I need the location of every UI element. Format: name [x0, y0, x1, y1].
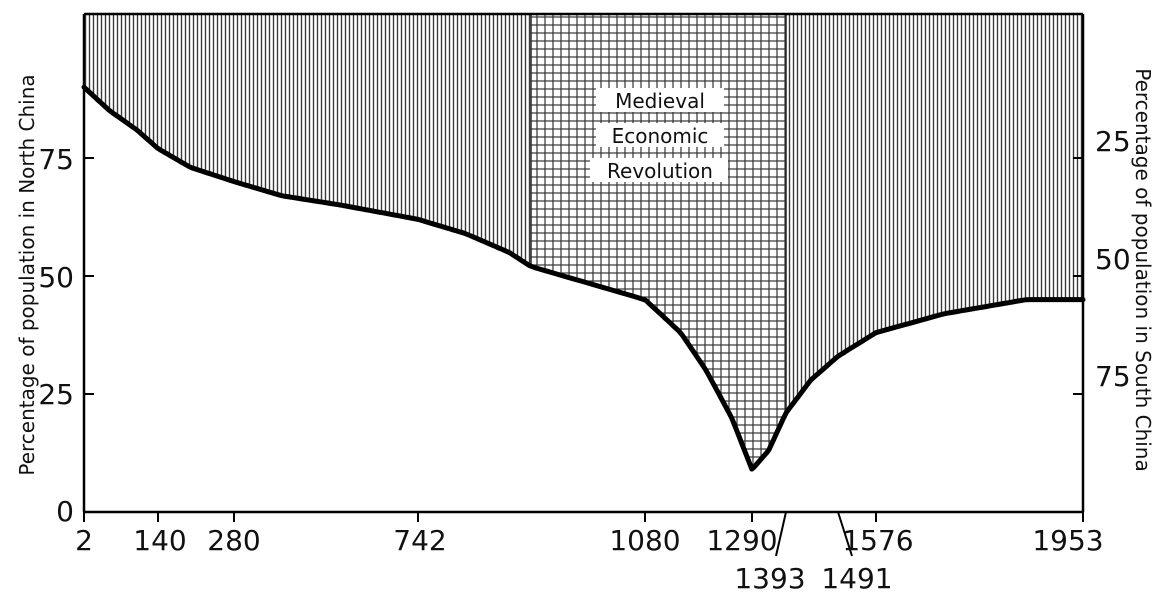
y-left-tick-label-0: 0	[56, 495, 74, 528]
x-tick-label-742: 742	[393, 524, 446, 557]
y-right-tick-label-25: 25	[1095, 125, 1131, 158]
x-tick-label-1953: 1953	[1032, 524, 1103, 557]
shaded-region-2	[531, 14, 786, 468]
y-left-tick-label-25: 25	[38, 378, 74, 411]
x-tick-label-1491: 1491	[821, 562, 892, 595]
x-tick-label-1576: 1576	[842, 524, 913, 557]
medieval-annotation: Medieval Economic Revolution	[590, 88, 728, 183]
annotation-backdrop-2	[596, 123, 724, 147]
ticks	[83, 157, 1084, 557]
annotation-line-2: Economic	[612, 124, 709, 148]
y-left-axis-title: Percentage of population in North China	[15, 74, 39, 475]
x-tick-leader-1393	[775, 511, 787, 557]
y-right-tick-labels: 25 50 75	[1095, 125, 1131, 393]
annotation-line-1: Medieval	[615, 89, 705, 113]
population-curve	[81, 84, 1086, 472]
axes	[82, 12, 1085, 514]
population-curve-layer	[81, 84, 1086, 472]
x-tick-label-2: 2	[75, 524, 93, 557]
shaded-regions	[84, 14, 1083, 468]
y-left-tick-label-75: 75	[38, 143, 74, 176]
y-left-tick-labels: 0 25 50 75	[38, 143, 74, 528]
y-left-tick-label-50: 50	[38, 261, 74, 294]
shaded-region-3	[786, 14, 1083, 413]
annotation-line-3: Revolution	[607, 159, 713, 183]
x-tick-label-1393: 1393	[734, 562, 805, 595]
x-tick-label-1290: 1290	[706, 524, 777, 557]
x-tick-labels: 2 140 280 742 1080 1290 1393 1491 1576 1…	[75, 524, 1104, 595]
x-tick-label-280: 280	[207, 524, 260, 557]
annotation-backdrop-3	[590, 158, 728, 182]
y-right-axis-title: Percentage of population in South China	[1131, 68, 1155, 472]
y-right-tick-label-50: 50	[1095, 243, 1131, 276]
x-tick-label-140: 140	[133, 524, 186, 557]
shaded-region-1	[84, 14, 531, 267]
y-right-tick-label-75: 75	[1095, 360, 1131, 393]
x-tick-leader-1491	[837, 511, 853, 557]
x-tick-label-1080: 1080	[609, 524, 680, 557]
annotation-backdrop-1	[596, 88, 724, 112]
